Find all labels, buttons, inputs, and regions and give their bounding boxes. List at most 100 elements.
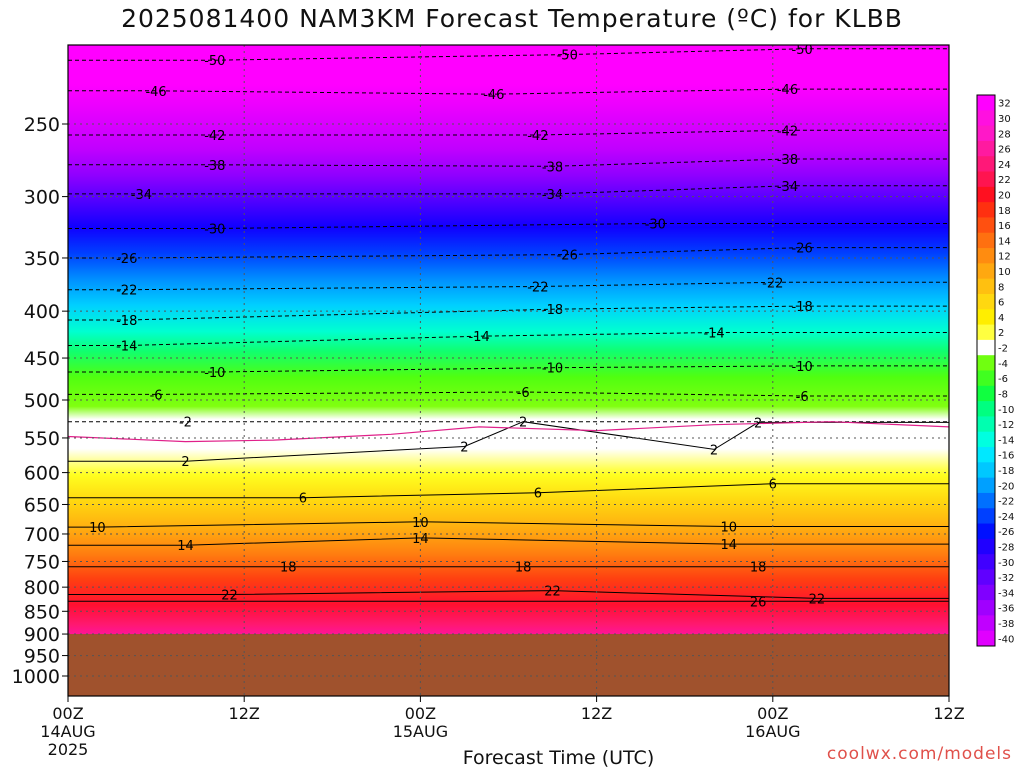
contour-label: -6 [796,390,809,405]
contour-label: 2 [519,416,527,431]
colorbar-cell [977,324,995,341]
contour-line [68,281,949,291]
colorbar-cell [977,385,995,402]
contour-label: -38 [204,159,225,174]
freezing-line [68,421,949,443]
contour-label: 2 [710,443,718,458]
contour-label: 14 [177,539,194,554]
contour-label: 22 [221,589,238,604]
contour-label: 22 [809,592,826,607]
colorbar-cell [977,171,995,188]
contour-line [68,483,949,499]
contour-line [68,158,949,167]
colorbar-label: -6 [998,374,1008,385]
contour-label: -46 [145,85,166,100]
contour-line [68,365,949,373]
contour-label: -18 [116,314,137,329]
colorbar-cell [977,156,995,173]
contour-label: -34 [777,180,798,195]
colorbar-label: -28 [998,543,1014,554]
contour-label: -42 [527,129,548,144]
contour-label: -34 [542,188,563,203]
y-tick-label: 1000 [12,666,60,688]
y-tick-label: 450 [24,348,60,370]
colorbar-label: -12 [998,420,1014,431]
colorbar-label: 16 [998,221,1011,232]
temperature-field [68,45,949,696]
colorbar-label: -16 [998,451,1014,462]
contour-label: -30 [204,222,225,237]
colorbar-cell [977,584,995,601]
x-axis-label: Forecast Time (UTC) [463,747,654,768]
colorbar-label: -32 [998,573,1014,584]
colorbar-label: -14 [998,435,1014,446]
colorbar-label: -18 [998,466,1014,477]
contour-label: -26 [792,242,813,257]
colorbar-cell [977,232,995,249]
contour-line [68,332,949,346]
y-tick-label: 850 [24,601,60,623]
contour-label: 6 [769,478,777,493]
contour-label: -30 [645,218,666,233]
contour-label: -22 [116,284,137,299]
colorbar-cell [977,202,995,218]
contour-label: -22 [762,276,783,291]
colorbar-label: -40 [998,634,1014,645]
contour-label: 18 [515,561,532,576]
contour-line [68,247,949,259]
colorbar-label: 2 [998,328,1004,339]
colorbar-label: 26 [998,145,1011,156]
colorbar-label: 30 [998,114,1011,125]
y-tick-label: 250 [24,114,60,136]
contour-label: 2 [181,455,189,470]
contour-line [68,590,949,599]
colorbar-cell [977,339,995,356]
contour-label: 2 [754,416,762,431]
contour-label: -34 [131,188,152,203]
colorbar-label: -20 [998,481,1014,492]
contour-label: -18 [792,300,813,315]
colorbar-cell [977,370,995,387]
x-tick-year: 2025 [48,740,89,759]
contour-label: -14 [703,326,724,341]
colorbar-label: 18 [998,206,1011,217]
colorbar-cell [977,248,995,264]
y-tick-label: 600 [24,463,60,485]
x-tick-label: 00Z [405,704,436,723]
contour-label: 18 [280,561,297,576]
contour-line [68,88,949,95]
contour-label: 6 [299,492,307,507]
colorbar-cell [977,431,995,448]
contour-label: 2 [460,441,468,456]
contour-label: -14 [469,330,490,345]
colorbar-cell [977,477,995,494]
ground-fill [68,634,949,696]
x-tick-sublabel: 16AUG [745,722,800,741]
colorbar-cell [977,554,995,570]
x-tick-label: 12Z [229,704,260,723]
contour-label: 6 [534,487,542,502]
y-tick-label: 300 [24,187,60,209]
contour-label: -46 [483,88,504,103]
colorbar-label: 6 [998,298,1004,309]
colorbar-label: 28 [998,129,1011,140]
colorbar-label: -22 [998,497,1014,508]
colorbar-label: -2 [998,344,1008,355]
contour-line [68,48,949,61]
colorbar-label: -4 [998,359,1008,370]
plot-overlay [67,44,950,697]
colorbar-cell [977,615,995,632]
colorbar-cell [977,355,995,371]
contour-label: 14 [720,538,737,553]
contour-line [68,185,949,195]
contour-line [68,391,949,397]
contour-label: -38 [542,160,563,175]
chart-title: 2025081400 NAM3KM Forecast Temperature (… [121,4,903,33]
y-tick-label: 950 [24,646,60,668]
contour-label: 22 [544,585,561,600]
colorbar-label: -24 [998,512,1014,523]
contour-label: -26 [557,249,578,264]
colorbar-cell [977,125,995,142]
